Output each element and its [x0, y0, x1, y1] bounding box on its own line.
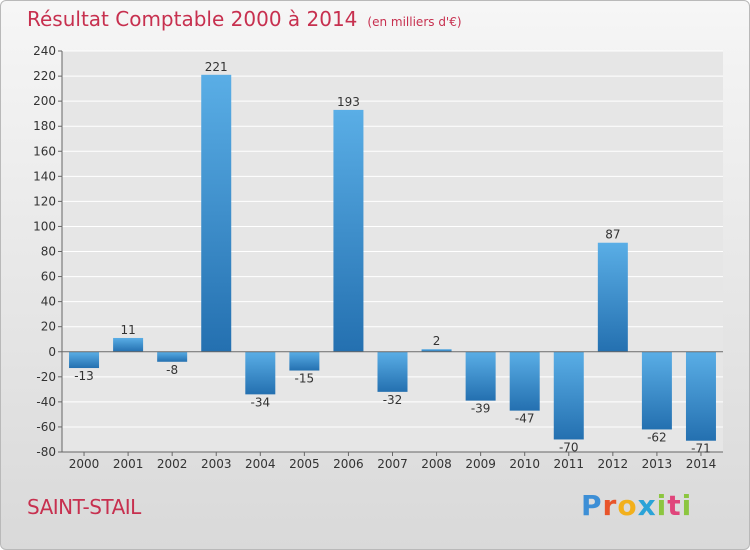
- x-tick-label: 2009: [465, 457, 496, 471]
- bar[interactable]: [597, 242, 628, 352]
- bar[interactable]: [201, 74, 232, 352]
- x-tick-label: 2014: [686, 457, 717, 471]
- x-tick-label: 2005: [289, 457, 320, 471]
- chart-title-group: Résultat Comptable 2000 à 2014 (en millie…: [27, 7, 462, 31]
- data-label: 2: [433, 334, 441, 348]
- y-tick-label: 180: [33, 119, 56, 133]
- y-tick-label: 140: [33, 169, 56, 183]
- chart-subtitle: (en milliers d'€): [367, 15, 462, 29]
- data-label: -13: [74, 369, 94, 383]
- y-tick-label: 100: [33, 219, 56, 233]
- data-label: -70: [559, 440, 579, 454]
- bar[interactable]: [685, 351, 716, 441]
- y-tick-label: 200: [33, 94, 56, 108]
- x-tick-label: 2004: [245, 457, 276, 471]
- data-label: -39: [471, 402, 491, 416]
- data-label: 11: [120, 323, 135, 337]
- data-label: 193: [337, 95, 360, 109]
- bar[interactable]: [641, 351, 672, 430]
- y-tick-label: 20: [41, 320, 56, 334]
- data-label: -34: [250, 395, 270, 409]
- y-tick-label: 80: [41, 245, 56, 259]
- y-tick-label: -80: [36, 445, 56, 459]
- y-tick-label: 60: [41, 270, 56, 284]
- bar[interactable]: [553, 351, 584, 440]
- y-tick-label: 220: [33, 69, 56, 83]
- bar[interactable]: [289, 351, 320, 371]
- x-tick-label: 2006: [333, 457, 364, 471]
- bar[interactable]: [69, 351, 100, 369]
- bar[interactable]: [509, 351, 540, 411]
- y-tick-label: 0: [48, 345, 56, 359]
- x-tick-label: 2001: [113, 457, 144, 471]
- data-label: -62: [647, 430, 667, 444]
- y-tick-label: 120: [33, 194, 56, 208]
- bar[interactable]: [245, 351, 276, 395]
- bar[interactable]: [377, 351, 408, 392]
- chart-title: Résultat Comptable 2000 à 2014: [27, 7, 358, 31]
- y-tick-label: -60: [36, 420, 56, 434]
- data-label: -32: [383, 393, 403, 407]
- bar[interactable]: [157, 351, 188, 362]
- y-tick-label: -20: [36, 370, 56, 384]
- x-tick-label: 2000: [69, 457, 100, 471]
- data-label: -47: [515, 412, 535, 426]
- data-label: 221: [205, 60, 228, 74]
- bar[interactable]: [113, 337, 144, 352]
- y-tick-label: 160: [33, 144, 56, 158]
- x-tick-label: 2008: [421, 457, 452, 471]
- bar[interactable]: [333, 109, 364, 352]
- plot-area: -80-60-40-200204060801001201401601802002…: [33, 44, 723, 471]
- x-tick-label: 2007: [377, 457, 408, 471]
- x-tick-label: 2011: [553, 457, 584, 471]
- x-tick-label: 2013: [642, 457, 673, 471]
- data-label: -15: [295, 372, 315, 386]
- data-label: -8: [166, 363, 178, 377]
- x-tick-label: 2010: [509, 457, 540, 471]
- y-tick-label: 240: [33, 44, 56, 58]
- data-label: 87: [605, 228, 620, 242]
- data-label: -71: [691, 442, 711, 456]
- bar[interactable]: [465, 351, 496, 401]
- x-tick-label: 2002: [157, 457, 188, 471]
- bar[interactable]: [421, 349, 452, 352]
- x-tick-label: 2003: [201, 457, 232, 471]
- x-tick-label: 2012: [598, 457, 629, 471]
- commune-name: SAINT-STAIL: [27, 495, 141, 519]
- y-tick-label: 40: [41, 295, 56, 309]
- proxiti-logo[interactable]: Proxiti: [581, 489, 693, 522]
- y-tick-label: -40: [36, 395, 56, 409]
